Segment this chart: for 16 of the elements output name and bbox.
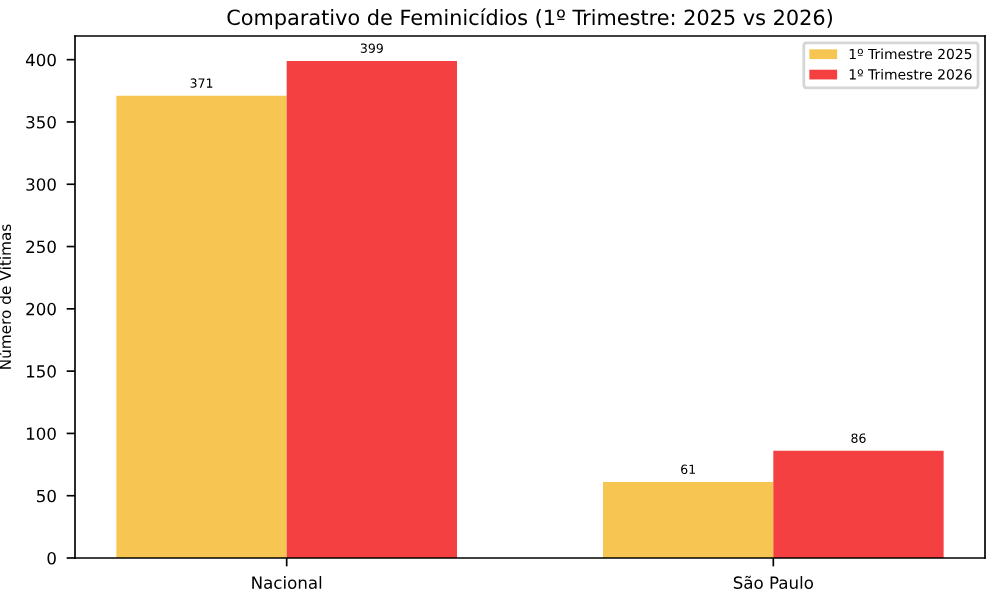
y-tick-label: 0 [47, 551, 56, 565]
y-tick-label: 350 [26, 115, 56, 129]
chart-title: Comparativo de Feminicídios (1º Trimestre: 2025 vs 2026) [227, 8, 832, 30]
bar [773, 450, 944, 558]
y-tick-label: 400 [25, 53, 56, 67]
x-tick-label: São Paulo [733, 575, 813, 589]
bar [286, 60, 458, 558]
y-tick-label: 250 [26, 240, 56, 254]
y-tick-label: 50 [37, 489, 56, 503]
y-tick-label: 300 [26, 178, 56, 191]
bar [116, 95, 287, 558]
y-tick-label: 150 [26, 365, 56, 378]
bar [602, 482, 774, 558]
x-tick-label: Nacional [252, 576, 322, 589]
y-tick-label: 200 [26, 302, 56, 316]
y-tick-label: 100 [26, 427, 56, 440]
